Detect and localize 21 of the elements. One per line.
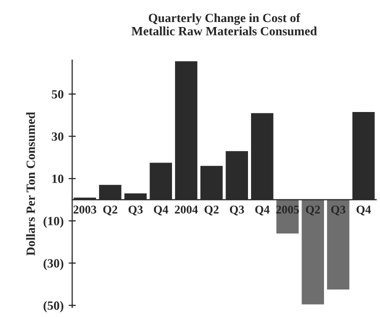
x-tick-label: Q4: [356, 206, 371, 216]
x-tick-label: Q3: [331, 206, 346, 216]
y-tick-label: 50: [52, 90, 64, 99]
x-tick-label: Q2: [103, 206, 118, 216]
x-tick-label: Q3: [230, 206, 244, 216]
x-tick-label: 2004: [174, 206, 198, 214]
y-tick-label: 10: [52, 174, 64, 184]
bar: [327, 200, 350, 290]
y-tick-label: 30: [52, 132, 64, 141]
x-tick-label: Q3: [128, 206, 143, 216]
x-tick-label: Q4: [154, 206, 168, 216]
y-tick-label: (50): [44, 301, 64, 312]
x-tick-label: Q4: [255, 206, 270, 216]
bar: [302, 200, 324, 304]
y-tick-label: (10): [44, 216, 64, 228]
y-axis-title: Dollars Per Ton Consumed: [26, 112, 35, 256]
x-tick-label: Q2: [204, 206, 219, 216]
x-tick-label: 2003: [74, 206, 96, 214]
y-tick-label: (30): [44, 258, 64, 270]
x-tick-label: Q2: [306, 206, 320, 216]
chart-title: Quarterly Change in Cost of Metallic Raw Materials Consumed: [132, 13, 317, 36]
